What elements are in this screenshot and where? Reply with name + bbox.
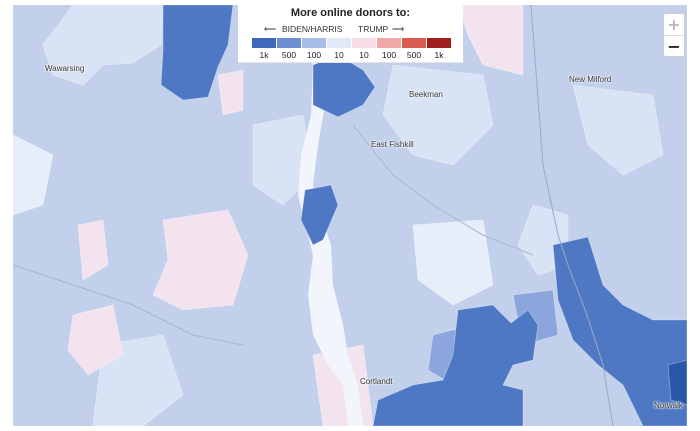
region-light-east xyxy=(572,84,664,176)
legend-swatch-0 xyxy=(252,38,276,48)
legend-swatch-4 xyxy=(352,38,376,48)
road-east xyxy=(352,124,534,256)
legend-right-arrow: ⟶ xyxy=(392,24,405,34)
region-strong-east xyxy=(552,236,687,426)
region-strong-cortlandt xyxy=(372,304,539,426)
hudson-river xyxy=(298,40,363,426)
region-lighter-west xyxy=(13,134,54,216)
place-norwalk: Norwalk xyxy=(654,401,683,410)
legend-swatch-2 xyxy=(302,38,326,48)
region-pink-b xyxy=(77,219,109,281)
legend-tick-7: 1k xyxy=(434,50,444,60)
legend-swatch-3 xyxy=(327,38,351,48)
region-pink-c xyxy=(67,304,124,376)
place-east-fishkill: East Fishkill xyxy=(371,140,414,149)
region-light-mid xyxy=(252,114,314,206)
region-pink-d xyxy=(217,69,244,116)
region-pink-e xyxy=(457,5,524,76)
state-boundary xyxy=(530,5,614,426)
legend-title: More online donors to: xyxy=(290,7,411,19)
legend-tick-0: 1k xyxy=(259,50,269,60)
legend-tick-5: 100 xyxy=(381,50,397,60)
place-beekman: Beekman xyxy=(409,90,443,99)
region-strong-north xyxy=(160,5,234,101)
place-cortlandt: Cortlandt xyxy=(360,377,393,386)
region-lighter-center xyxy=(412,219,494,306)
donor-map[interactable]: Wawarsing Beekman New Milford East Fishk… xyxy=(13,5,687,426)
zoom-in-button[interactable]: + xyxy=(664,14,684,36)
legend-swatch-1 xyxy=(277,38,301,48)
place-new-milford: New Milford xyxy=(569,75,612,84)
map-regions xyxy=(13,5,687,426)
region-strong-river xyxy=(300,184,339,246)
zoom-control: + − xyxy=(663,13,685,57)
legend-tick-4: 10 xyxy=(359,50,369,60)
legend-tick-6: 500 xyxy=(406,50,422,60)
legend-swatch-7 xyxy=(427,38,451,48)
road-west xyxy=(13,264,244,346)
legend-tick-2: 100 xyxy=(306,50,322,60)
legend-tick-1: 500 xyxy=(281,50,297,60)
legend-left-arrow: ⟵ xyxy=(264,24,277,34)
legend-tick-3: 10 xyxy=(334,50,344,60)
region-pink-a xyxy=(152,209,249,311)
region-light-north xyxy=(42,5,164,86)
legend-swatch-5 xyxy=(377,38,401,48)
region-darkest-norwalk xyxy=(667,359,687,406)
region-light-beekman xyxy=(382,64,494,166)
legend-swatch-6 xyxy=(402,38,426,48)
zoom-out-button[interactable]: − xyxy=(667,37,681,56)
legend-left-label: BIDEN/HARRIS xyxy=(282,24,343,34)
legend: More online donors to: ⟵ BIDEN/HARRIS TR… xyxy=(238,5,463,63)
place-wawarsing: Wawarsing xyxy=(45,64,85,73)
legend-right-label: TRUMP xyxy=(358,24,389,34)
